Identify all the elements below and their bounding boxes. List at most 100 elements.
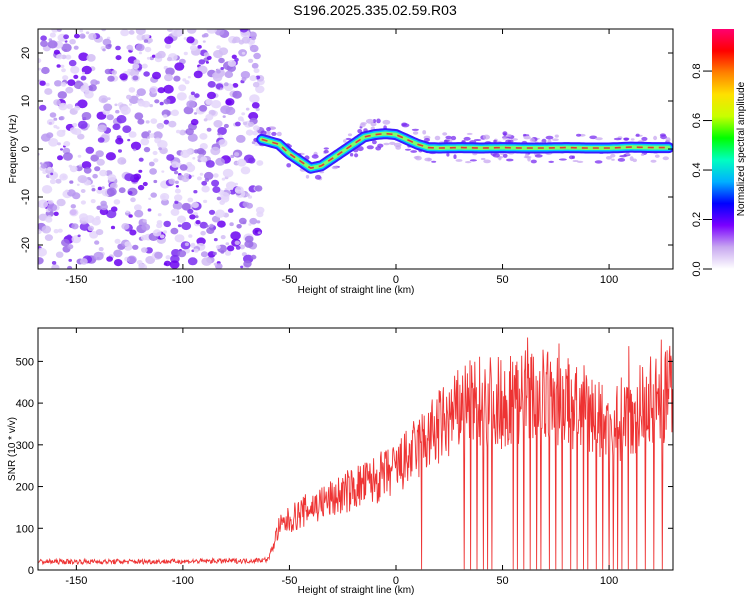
- noise-blob: [144, 46, 152, 53]
- track-noise-blob: [506, 158, 514, 162]
- noise-blob: [255, 206, 265, 214]
- noise-blob: [89, 231, 99, 239]
- noise-blob: [148, 161, 155, 167]
- noise-blob: [199, 104, 208, 112]
- noise-blob: [49, 32, 57, 38]
- noise-blob: [249, 44, 259, 53]
- noise-blob: [63, 141, 71, 147]
- noise-blob: [235, 121, 241, 127]
- noise-blob: [222, 115, 226, 118]
- noise-blob: [223, 123, 229, 129]
- track-noise-blob: [552, 138, 559, 141]
- noise-blob: [120, 106, 131, 115]
- noise-blob: [41, 66, 50, 75]
- snr-background: [38, 328, 673, 570]
- track-noise-blob: [377, 143, 384, 148]
- noise-blob: [127, 138, 131, 142]
- noise-blob: [67, 265, 73, 269]
- noise-blob: [115, 45, 121, 51]
- noise-blob: [220, 250, 225, 254]
- noise-blob: [186, 36, 195, 44]
- noise-blob: [113, 199, 121, 205]
- top-y-tick-label: -20: [20, 237, 32, 253]
- noise-blob: [135, 43, 145, 52]
- noise-blob: [181, 175, 190, 183]
- noise-blob: [141, 223, 151, 231]
- noise-blob: [72, 122, 78, 128]
- noise-blob: [107, 75, 115, 82]
- noise-blob: [62, 75, 69, 81]
- noise-blob: [126, 94, 132, 100]
- noise-blob: [227, 59, 237, 67]
- noise-blob: [113, 259, 123, 267]
- noise-blob: [105, 152, 116, 161]
- noise-blob: [232, 83, 239, 88]
- track-noise-blob: [422, 130, 427, 135]
- noise-blob: [134, 112, 144, 120]
- track-noise-blob: [359, 123, 366, 127]
- noise-blob: [132, 75, 139, 81]
- noise-blob: [156, 220, 163, 225]
- noise-blob: [201, 185, 210, 193]
- track-noise-blob: [276, 131, 282, 137]
- noise-blob: [81, 112, 92, 120]
- noise-blob: [38, 257, 44, 265]
- noise-blob: [177, 215, 186, 223]
- noise-blob: [65, 54, 72, 60]
- bottom-y-tick-label: 500: [16, 356, 34, 368]
- noise-blob: [98, 247, 104, 252]
- noise-blob: [203, 52, 210, 57]
- noise-blob: [147, 41, 151, 44]
- noise-blob: [72, 192, 81, 200]
- noise-blob: [182, 78, 187, 82]
- track-noise-blob: [354, 153, 359, 158]
- noise-blob: [168, 120, 177, 128]
- colorbar-label: Normalized spectral amplitude: [736, 81, 747, 216]
- noise-blob: [174, 200, 179, 204]
- track-noise-blob: [443, 139, 450, 142]
- top-x-tick-label: 100: [600, 274, 618, 286]
- noise-blob: [132, 63, 140, 70]
- noise-blob: [136, 88, 146, 96]
- noise-blob: [196, 237, 206, 246]
- noise-blob: [237, 158, 247, 167]
- noise-blob: [214, 29, 225, 36]
- noise-blob: [83, 167, 92, 174]
- noise-blob: [205, 98, 213, 106]
- noise-blob: [137, 118, 145, 125]
- noise-blob: [199, 143, 208, 150]
- track-noise-blob: [424, 157, 433, 162]
- noise-blob: [155, 52, 162, 59]
- noise-blob: [211, 100, 222, 109]
- noise-blob: [193, 248, 199, 253]
- noise-blob: [63, 34, 69, 40]
- noise-blob: [94, 240, 100, 245]
- noise-blob: [252, 81, 260, 88]
- track-noise-blob: [502, 153, 508, 158]
- noise-blob: [81, 161, 92, 170]
- noise-blob: [213, 262, 218, 266]
- noise-blob: [95, 229, 104, 236]
- noise-blob: [138, 157, 144, 162]
- track-noise-blob: [660, 134, 667, 140]
- noise-blob: [45, 216, 53, 223]
- noise-blob: [143, 39, 149, 43]
- noise-blob: [84, 90, 94, 99]
- noise-blob: [159, 126, 163, 130]
- noise-blob: [54, 80, 62, 87]
- bottom-y-ticks: 0 100 200 300 400 500: [16, 356, 673, 577]
- noise-blob: [114, 103, 118, 107]
- noise-blob: [78, 164, 82, 167]
- noise-blob: [166, 57, 173, 62]
- noise-blob: [128, 30, 135, 35]
- noise-blob: [172, 201, 183, 210]
- noise-blob: [85, 146, 95, 154]
- noise-blob: [99, 208, 109, 216]
- track-noise-blob: [331, 166, 339, 170]
- noise-blob: [189, 214, 196, 220]
- noise-blob: [212, 186, 221, 194]
- noise-blob: [198, 59, 206, 65]
- noise-blob: [187, 257, 198, 266]
- noise-blob: [171, 161, 180, 168]
- noise-blob: [194, 93, 200, 98]
